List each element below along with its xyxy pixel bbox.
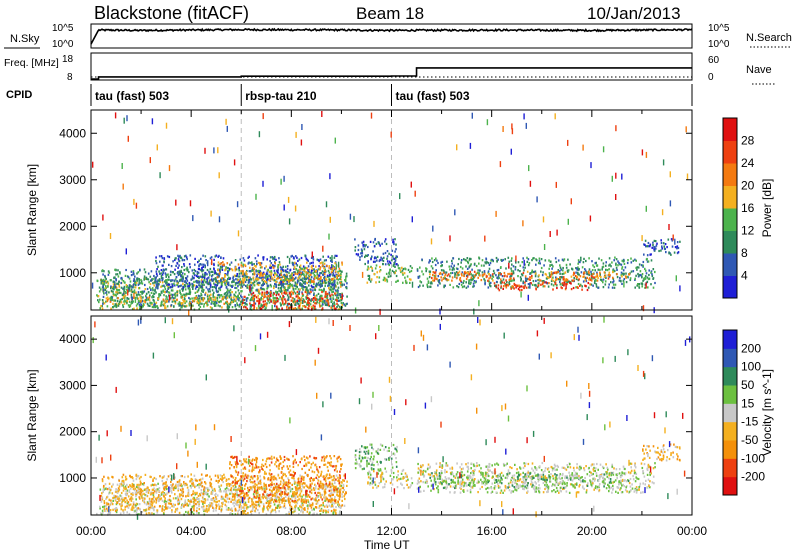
date-label: 10/Jan/2013	[587, 4, 681, 23]
velocity-echo-cells	[92, 316, 691, 520]
velocity-colorbar-tick-5: 50	[741, 378, 755, 392]
velocity-colorbar-swatch-0	[723, 476, 737, 496]
cpid-segment-label-1: rbsp-tau 210	[245, 89, 317, 103]
power-colorbar-frame	[722, 117, 738, 299]
time-axis-label: Time UT	[364, 538, 410, 552]
power-colorbar-swatch-3	[723, 208, 737, 231]
cpid-segment-label-2: tau (fast) 503	[396, 89, 470, 103]
velocity-colorbar-tick-0: -200	[741, 470, 765, 484]
velocity-ytick-label-1: 2000	[59, 425, 86, 439]
power-ytick-label-1: 2000	[59, 219, 86, 233]
time-tick-label-5: 20:00	[577, 524, 607, 538]
power-colorbar-swatch-0	[723, 275, 737, 299]
power-echo-cells	[91, 111, 689, 316]
freq-right-tick-low: 0	[708, 72, 714, 83]
velocity-colorbar-swatch-8	[723, 330, 737, 349]
freq-right-tick-high: 60	[708, 55, 720, 66]
station-title: Blackstone (fitACF)	[94, 3, 249, 23]
noise-panel-frame	[90, 23, 693, 49]
freq-panel: Freq. [MHz] 18 8 60 0 Nave	[4, 52, 776, 85]
velocity-colorbar-swatch-7	[723, 348, 737, 368]
power-colorbar-swatch-2	[723, 230, 737, 254]
power-colorbar-swatch-6	[723, 140, 737, 164]
freq-panel-frame	[90, 52, 693, 81]
freq-line-group	[91, 67, 692, 80]
noise-left-tick-high: 10^5	[52, 23, 74, 34]
freq-series-line	[91, 67, 692, 80]
velocity-colorbar-tick-7: 200	[741, 341, 761, 355]
velocity-panel: 1000 2000 3000 4000 Slant Range [km]	[25, 315, 693, 520]
velocity-colorbar-tick-1: -100	[741, 451, 765, 465]
power-colorbar-tick-1: 8	[741, 246, 748, 260]
freq-left-tick-low: 8	[67, 72, 73, 83]
power-colorbar-swatch-5	[723, 163, 737, 186]
time-tick-label-3: 12:00	[376, 524, 406, 538]
power-ytick-label-0: 1000	[59, 266, 86, 280]
power-colorbar-tick-5: 24	[741, 156, 755, 170]
noise-panel: N.Sky 10^5 10^0 10^5 10^0 N.Search	[4, 23, 792, 50]
time-axis: Time UT 00:00 04:00 08:00 12:00 16:00 20:00 00…	[76, 524, 707, 552]
power-ylabel: Slant Range [km]	[25, 164, 39, 256]
velocity-ytick-label-3: 4000	[59, 332, 86, 346]
noise-right-tick-high: 10^5	[708, 23, 730, 34]
power-colorbar-swatch-1	[723, 253, 737, 276]
power-colorbar-tick-4: 20	[741, 179, 755, 193]
velocity-colorbar-swatch-3	[723, 421, 737, 441]
power-panel: 1000 2000 3000 4000 Slant Range [km]	[25, 109, 693, 316]
velocity-ytick-label-2: 3000	[59, 378, 86, 392]
noise-left-tick-low: 10^0	[52, 39, 74, 50]
time-tick-label-1: 04:00	[176, 524, 206, 538]
power-ytick-label-2: 3000	[59, 173, 86, 187]
power-colorbar-label: Power [dB]	[760, 179, 774, 238]
velocity-ytick-label-0: 1000	[59, 471, 86, 485]
cpid-label: CPID	[6, 89, 32, 101]
time-tick-label-0: 00:00	[76, 524, 106, 538]
power-colorbar-tick-6: 28	[741, 134, 755, 148]
power-colorbar-swatch-4	[723, 185, 737, 209]
noise-right-label: N.Search	[746, 32, 792, 44]
velocity-colorbar-tick-6: 100	[741, 360, 761, 374]
power-ytick-label-3: 4000	[59, 126, 86, 140]
velocity-ylabel: Slant Range [km]	[25, 369, 39, 461]
freq-right-label: Nave	[746, 64, 772, 76]
power-colorbar-tick-0: 4	[741, 269, 748, 283]
velocity-colorbar-swatch-6	[723, 366, 737, 386]
velocity-colorbar-label: Velocity [m s^-1]	[760, 369, 774, 456]
noise-left-label: N.Sky	[10, 33, 40, 45]
noise-series-line	[90, 27, 693, 45]
time-tick-label-2: 08:00	[276, 524, 306, 538]
freq-left-label: Freq. [MHz]	[4, 57, 59, 69]
velocity-colorbar-tick-3: -15	[741, 415, 759, 429]
beam-label: Beam 18	[356, 4, 424, 23]
time-tick-label-4: 16:00	[477, 524, 507, 538]
velocity-colorbar-frame	[722, 329, 738, 496]
cpid-segment-label-0: tau (fast) 503	[95, 89, 169, 103]
velocity-colorbar-swatch-5	[723, 385, 737, 404]
freq-left-tick-high: 18	[62, 54, 74, 65]
velocity-colorbar-swatch-4	[723, 403, 737, 423]
noise-right-tick-low: 10^0	[708, 39, 730, 50]
velocity-colorbar-tick-2: -50	[741, 433, 759, 447]
velocity-colorbar: -200 -100 -50 -15 15 50 100 200 Velocity [m s^-1…	[722, 329, 774, 496]
velocity-colorbar-tick-4: 15	[741, 396, 755, 410]
power-colorbar-swatch-7	[723, 118, 737, 141]
power-colorbar-tick-2: 12	[741, 224, 755, 238]
cpid-row: CPID tau (fast) 503 rbsp-tau 210 tau (fast…	[6, 84, 693, 106]
velocity-colorbar-swatch-1	[723, 458, 737, 478]
time-tick-label-6: 00:00	[677, 524, 707, 538]
power-colorbar: 4 8 12 16 20 24 28 Power [dB]	[722, 117, 774, 299]
noise-line-group	[90, 27, 693, 45]
velocity-colorbar-swatch-2	[723, 440, 737, 459]
power-colorbar-tick-3: 16	[741, 201, 755, 215]
